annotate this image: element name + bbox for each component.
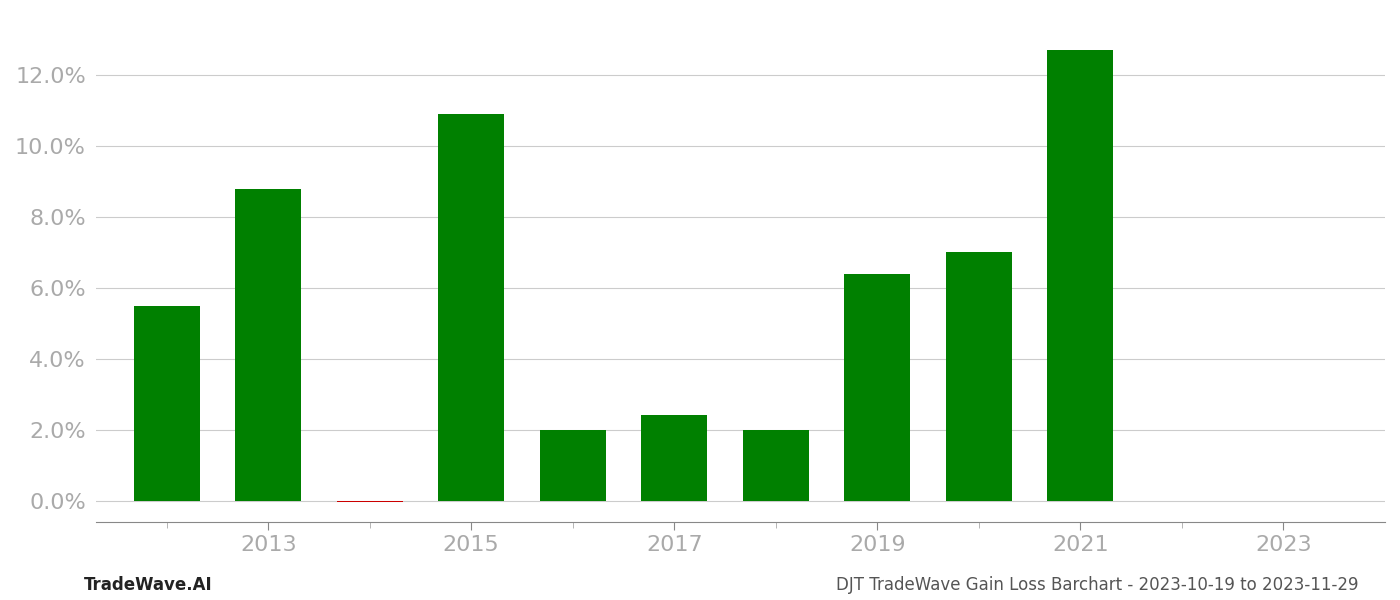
Bar [1047,50,1113,500]
Bar [743,430,809,500]
Text: DJT TradeWave Gain Loss Barchart - 2023-10-19 to 2023-11-29: DJT TradeWave Gain Loss Barchart - 2023-… [836,576,1358,594]
Bar [235,188,301,500]
Text: TradeWave.AI: TradeWave.AI [84,576,213,594]
Bar [438,114,504,500]
Bar [337,500,403,502]
Bar [540,430,606,500]
Bar [844,274,910,500]
Bar [946,253,1012,500]
Bar [133,305,200,500]
Bar [641,415,707,500]
